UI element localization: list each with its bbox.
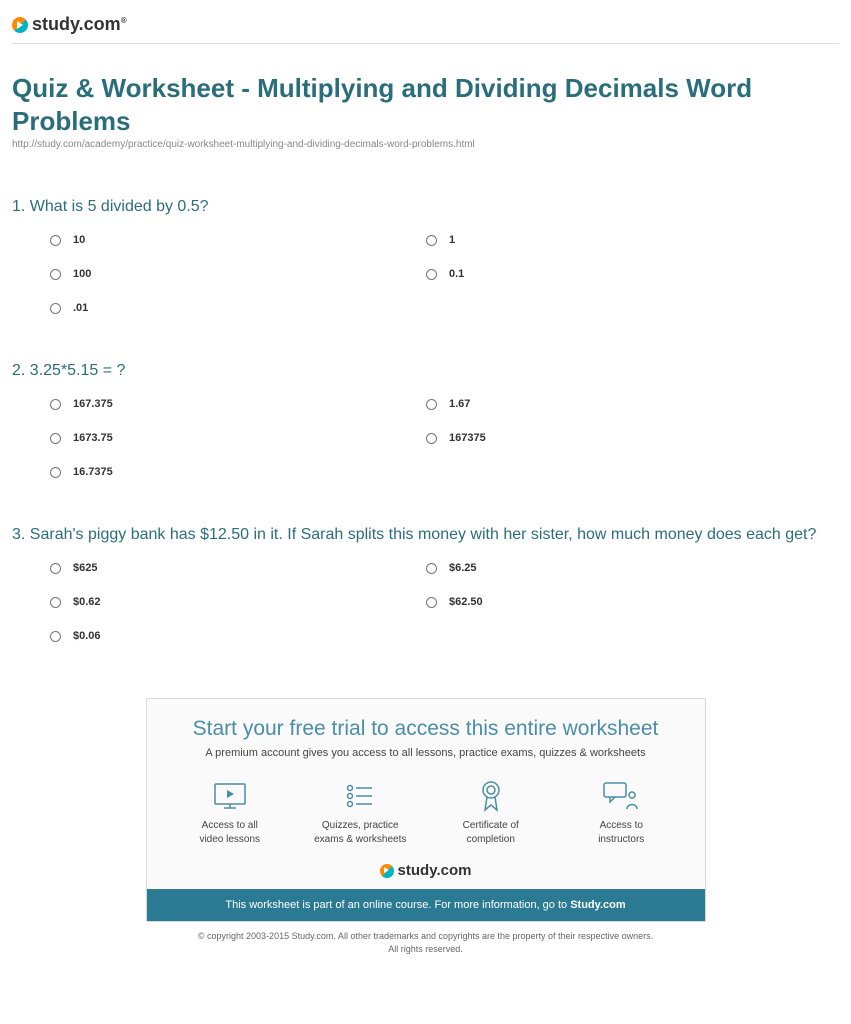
option-label: 167375	[449, 432, 486, 444]
radio-input[interactable]	[50, 235, 61, 246]
site-logo[interactable]: study.com®	[12, 14, 839, 35]
option-label: 1	[449, 234, 455, 246]
copyright: © copyright 2003-2015 Study.com. All oth…	[12, 930, 839, 965]
question-text: 1. What is 5 divided by 0.5?	[12, 198, 839, 216]
question-2: 2. 3.25*5.15 = ? 167.375 1.67 1673.75 16…	[12, 362, 839, 478]
trial-logo-text: study.com	[398, 862, 472, 879]
monitor-play-icon	[171, 779, 290, 813]
radio-input[interactable]	[50, 467, 61, 478]
option[interactable]: 167375	[426, 432, 772, 444]
radio-input[interactable]	[426, 235, 437, 246]
feature-certificate: Certificate ofcompletion	[426, 779, 557, 846]
option[interactable]: 16.7375	[50, 466, 396, 478]
radio-input[interactable]	[50, 597, 61, 608]
radio-input[interactable]	[50, 269, 61, 280]
option[interactable]: $62.50	[426, 596, 772, 608]
page-title: Quiz & Worksheet - Multiplying and Divid…	[12, 72, 839, 137]
trial-subtitle: A premium account gives you access to al…	[147, 747, 705, 759]
options-grid: 167.375 1.67 1673.75 167375 16.7375	[12, 398, 772, 478]
option[interactable]: $0.62	[50, 596, 396, 608]
options-grid: $625 $6.25 $0.62 $62.50 $0.06	[12, 562, 772, 642]
feature-instructors: Access toinstructors	[556, 779, 687, 846]
option-label: 0.1	[449, 268, 464, 280]
radio-input[interactable]	[50, 399, 61, 410]
question-text: 3. Sarah's piggy bank has $12.50 in it. …	[12, 526, 839, 544]
feature-label: Access to allvideo lessons	[171, 819, 290, 846]
option[interactable]: 1	[426, 234, 772, 246]
trial-logo: study.com	[147, 854, 705, 889]
radio-input[interactable]	[426, 563, 437, 574]
option[interactable]: 0.1	[426, 268, 772, 280]
radio-input[interactable]	[50, 433, 61, 444]
option[interactable]: $6.25	[426, 562, 772, 574]
trial-bar-text: This worksheet is part of an online cour…	[225, 899, 570, 911]
option-label: $625	[73, 562, 97, 574]
ribbon-icon	[432, 779, 551, 813]
option[interactable]: 167.375	[50, 398, 396, 410]
trial-title: Start your free trial to access this ent…	[147, 717, 705, 741]
option-label: 167.375	[73, 398, 113, 410]
question-text: 2. 3.25*5.15 = ?	[12, 362, 839, 380]
option[interactable]: 1.67	[426, 398, 772, 410]
feature-label: Certificate ofcompletion	[432, 819, 551, 846]
feature-quizzes: Quizzes, practiceexams & worksheets	[295, 779, 426, 846]
option-label: $62.50	[449, 596, 483, 608]
option-label: 1.67	[449, 398, 470, 410]
question-1: 1. What is 5 divided by 0.5? 10 1 100 0.…	[12, 198, 839, 314]
logo-text: study.com®	[32, 14, 127, 35]
feature-video-lessons: Access to allvideo lessons	[165, 779, 296, 846]
radio-input[interactable]	[426, 433, 437, 444]
features-row: Access to allvideo lessons Quizzes, prac…	[147, 759, 705, 854]
play-icon	[12, 17, 28, 33]
play-icon	[380, 864, 394, 878]
radio-input[interactable]	[426, 399, 437, 410]
radio-input[interactable]	[50, 563, 61, 574]
trial-bar: This worksheet is part of an online cour…	[147, 889, 705, 921]
option[interactable]: 100	[50, 268, 396, 280]
feature-label: Quizzes, practiceexams & worksheets	[301, 819, 420, 846]
radio-input[interactable]	[426, 597, 437, 608]
option-label: 100	[73, 268, 91, 280]
radio-input[interactable]	[50, 303, 61, 314]
option-label: $6.25	[449, 562, 477, 574]
option[interactable]: .01	[50, 302, 396, 314]
option[interactable]: $625	[50, 562, 396, 574]
page-url: http://study.com/academy/practice/quiz-w…	[12, 139, 839, 150]
option[interactable]: $0.06	[50, 630, 396, 642]
option-label: .01	[73, 302, 88, 314]
trial-bar-link[interactable]: Study.com	[570, 899, 625, 911]
trial-box: Start your free trial to access this ent…	[146, 698, 706, 922]
radio-input[interactable]	[426, 269, 437, 280]
option-label: 16.7375	[73, 466, 113, 478]
radio-input[interactable]	[50, 631, 61, 642]
option-label: 1673.75	[73, 432, 113, 444]
question-3: 3. Sarah's piggy bank has $12.50 in it. …	[12, 526, 839, 642]
option-label: $0.62	[73, 596, 101, 608]
option-label: $0.06	[73, 630, 101, 642]
options-grid: 10 1 100 0.1 .01	[12, 234, 772, 314]
option[interactable]: 10	[50, 234, 396, 246]
option[interactable]: 1673.75	[50, 432, 396, 444]
feature-label: Access toinstructors	[562, 819, 681, 846]
list-icon	[301, 779, 420, 813]
header-logo-bar: study.com®	[12, 10, 839, 44]
option-label: 10	[73, 234, 85, 246]
chat-person-icon	[562, 779, 681, 813]
